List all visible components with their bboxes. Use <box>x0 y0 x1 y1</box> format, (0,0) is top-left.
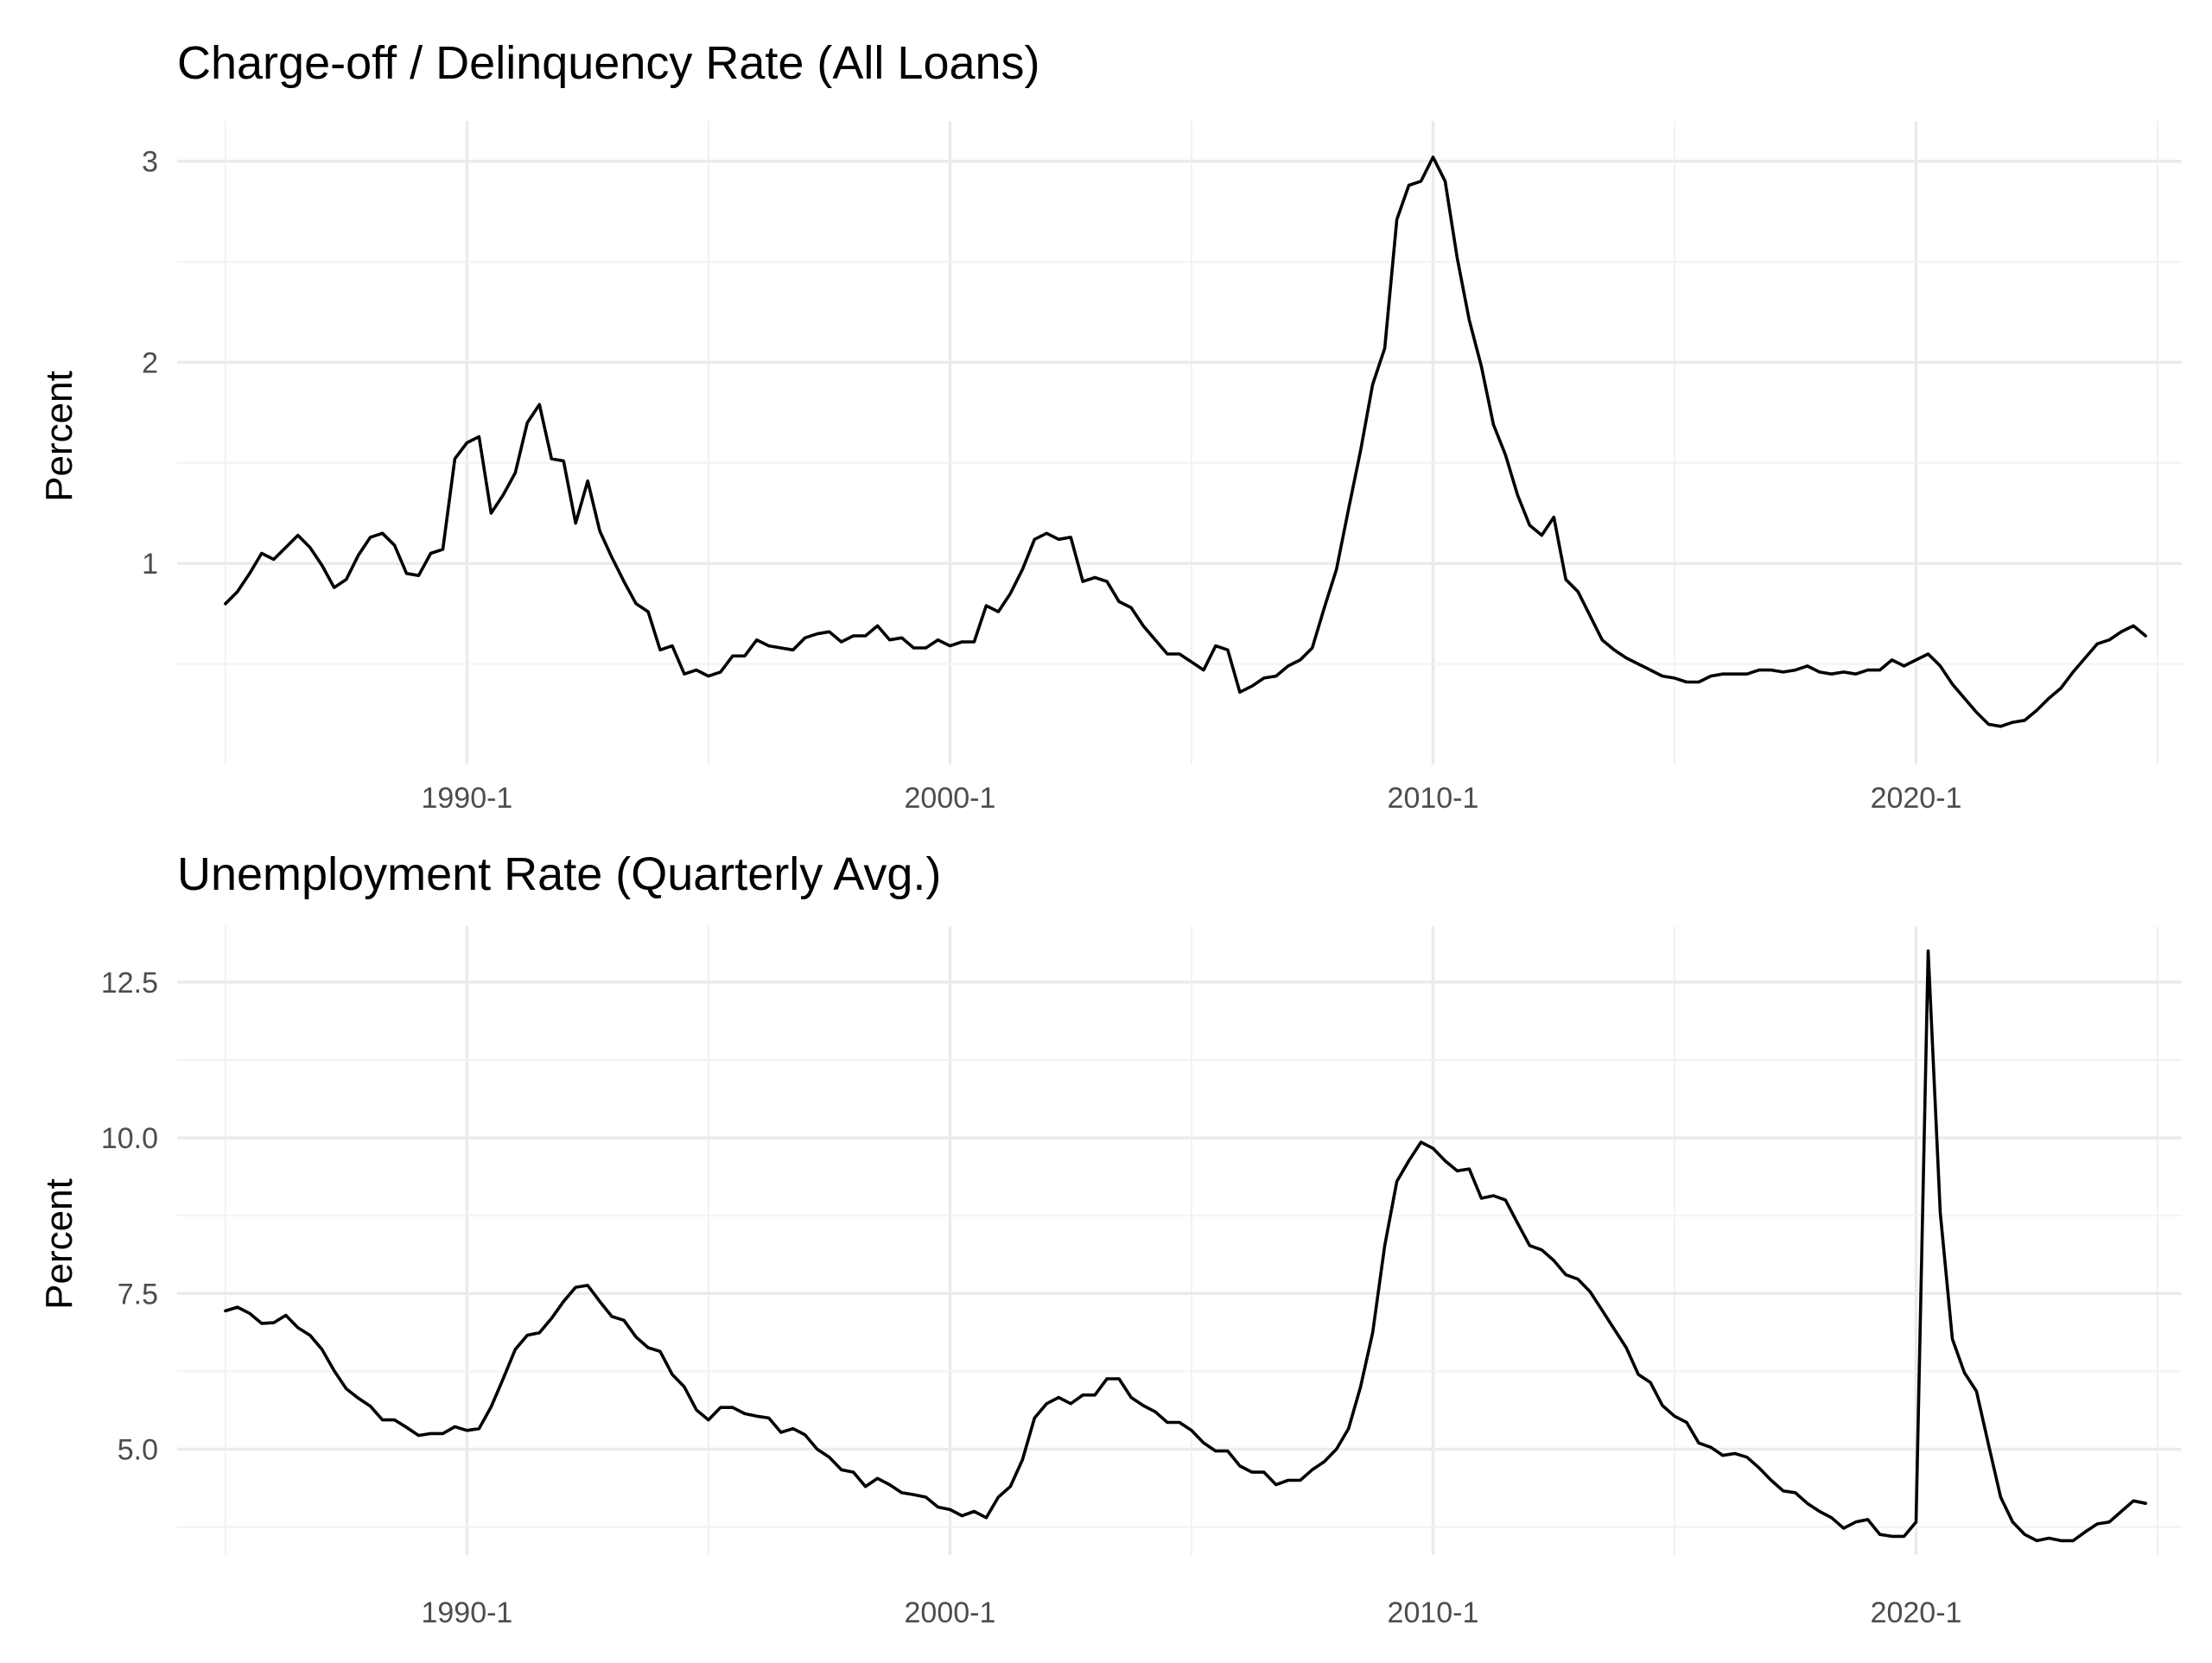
chart-title: Unemployment Rate (Quarterly Avg.) <box>177 848 941 900</box>
y-tick-label: 3 <box>142 146 158 179</box>
y-tick-label: 10.0 <box>101 1122 158 1155</box>
y-tick-label: 5.0 <box>118 1433 158 1466</box>
chart-title: Charge-off / Delinquency Rate (All Loans… <box>177 37 1040 89</box>
grid <box>177 121 2182 765</box>
x-tick-label: 2000-1 <box>905 782 996 815</box>
x-tick-label: 2020-1 <box>1871 1596 1962 1629</box>
y-tick-label: 7.5 <box>118 1278 158 1311</box>
x-tick-label: 2010-1 <box>1388 782 1479 815</box>
y-axis-label: Percent <box>38 1178 80 1310</box>
grid <box>177 926 2182 1555</box>
panel-unemployment-rate: Unemployment Rate (Quarterly Avg.) Perce… <box>38 848 2182 1629</box>
x-tick-label: 1990-1 <box>421 782 512 815</box>
panel-delinquency-rate: Charge-off / Delinquency Rate (All Loans… <box>38 37 2182 815</box>
y-tick-label: 2 <box>142 346 158 379</box>
series-line <box>224 949 2147 1543</box>
x-tick-label: 2010-1 <box>1388 1596 1479 1629</box>
x-tick-label: 2020-1 <box>1871 782 1962 815</box>
x-tick-label: 1990-1 <box>421 1596 512 1629</box>
y-tick-label: 12.5 <box>101 967 158 1000</box>
y-tick-label: 1 <box>142 548 158 581</box>
x-tick-label: 2000-1 <box>905 1596 996 1629</box>
y-axis-label: Percent <box>38 371 80 502</box>
series-line <box>224 156 2147 728</box>
